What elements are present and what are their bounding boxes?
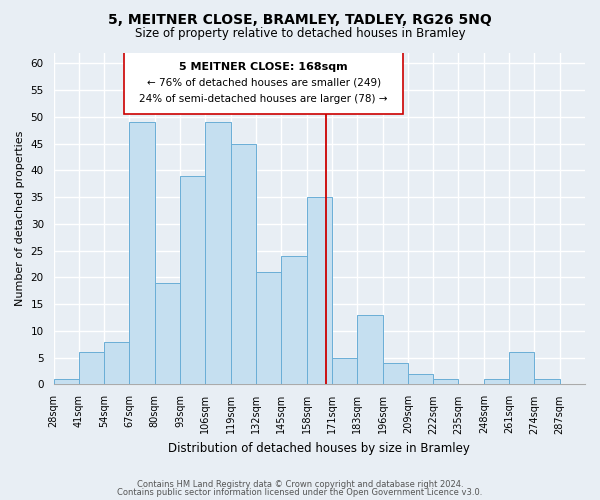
Bar (130, 122, 155, 384)
Bar (124, 52, 403, 114)
Bar (53, 379, 79, 384)
Bar (509, 352, 535, 384)
Bar (307, 197, 332, 384)
Bar (205, 122, 230, 384)
Bar (155, 282, 180, 384)
Text: 5 MEITNER CLOSE: 168sqm: 5 MEITNER CLOSE: 168sqm (179, 62, 348, 72)
Bar (332, 358, 357, 384)
Bar (433, 379, 458, 384)
Bar (484, 379, 509, 384)
Bar (357, 315, 383, 384)
Text: Contains HM Land Registry data © Crown copyright and database right 2024.: Contains HM Land Registry data © Crown c… (137, 480, 463, 489)
Text: ← 76% of detached houses are smaller (249): ← 76% of detached houses are smaller (24… (146, 78, 380, 88)
Bar (230, 144, 256, 384)
Bar (256, 272, 281, 384)
Bar (408, 374, 433, 384)
Bar (383, 363, 408, 384)
Text: 24% of semi-detached houses are larger (78) →: 24% of semi-detached houses are larger (… (139, 94, 388, 104)
Bar (104, 342, 130, 384)
Text: Contains public sector information licensed under the Open Government Licence v3: Contains public sector information licen… (118, 488, 482, 497)
X-axis label: Distribution of detached houses by size in Bramley: Distribution of detached houses by size … (169, 442, 470, 455)
Text: Size of property relative to detached houses in Bramley: Size of property relative to detached ho… (134, 28, 466, 40)
Bar (281, 256, 307, 384)
Bar (180, 176, 205, 384)
Y-axis label: Number of detached properties: Number of detached properties (15, 131, 25, 306)
Text: 5, MEITNER CLOSE, BRAMLEY, TADLEY, RG26 5NQ: 5, MEITNER CLOSE, BRAMLEY, TADLEY, RG26 … (108, 12, 492, 26)
Bar (79, 352, 104, 384)
Bar (535, 379, 560, 384)
